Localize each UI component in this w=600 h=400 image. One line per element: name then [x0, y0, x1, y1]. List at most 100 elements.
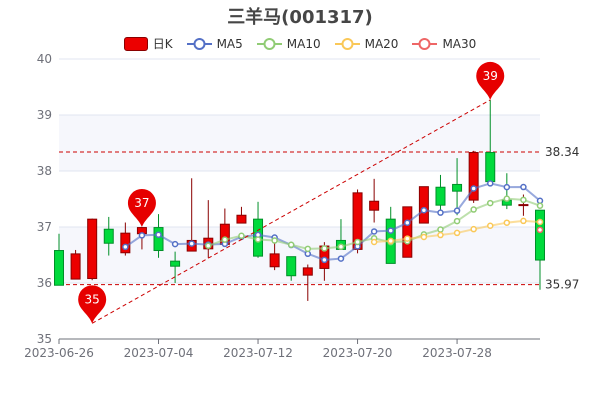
- pin-label: 35: [85, 292, 100, 306]
- candle-body: [418, 186, 429, 224]
- candle: [418, 186, 429, 224]
- legend-item[interactable]: 日K: [123, 35, 173, 52]
- ma-point: [470, 225, 477, 233]
- pin-shape: [78, 285, 107, 324]
- candle: [54, 233, 64, 286]
- ma-point: [271, 237, 278, 244]
- candle-body: [103, 228, 114, 244]
- y-tick-label: 39: [37, 108, 52, 122]
- legend-item[interactable]: MA10: [256, 35, 321, 52]
- ma-point: [420, 233, 428, 241]
- ma-point: [503, 219, 511, 226]
- y-tick-label: 35: [37, 332, 52, 346]
- ma-point: [337, 255, 345, 262]
- legend-item[interactable]: MA20: [334, 35, 399, 52]
- candle: [468, 150, 479, 203]
- ma-point: [188, 240, 195, 247]
- ma-point: [536, 202, 544, 209]
- pin-shape: [476, 61, 505, 100]
- ma-point: [155, 231, 162, 238]
- ma-point: [437, 231, 444, 239]
- candle-legend-icon: [123, 36, 148, 51]
- line-legend-icon: [186, 37, 212, 50]
- ma-point: [370, 228, 378, 235]
- ma-point: [205, 242, 212, 250]
- ma-point: [536, 226, 544, 234]
- ma-point: [437, 209, 444, 216]
- chart-title: 三羊马(001317): [227, 7, 373, 28]
- band: [59, 115, 540, 171]
- line-legend-icon: [334, 37, 360, 50]
- candle-body: [286, 256, 297, 277]
- pin-label: 37: [134, 196, 149, 210]
- y-tick-label: 40: [37, 52, 52, 66]
- ma-point: [138, 232, 146, 239]
- legend-label: 日K: [152, 37, 173, 51]
- ma-point: [486, 199, 494, 207]
- candle-body: [435, 186, 446, 206]
- ma-point: [387, 237, 394, 245]
- mark-point-pin: 37: [127, 188, 156, 227]
- y-tick-label: 37: [37, 220, 52, 234]
- pin-shape: [127, 188, 156, 227]
- ma-point: [321, 245, 328, 252]
- candle: [286, 256, 297, 281]
- candle: [103, 216, 114, 256]
- candle-body: [369, 200, 380, 211]
- candle-body: [535, 209, 545, 261]
- band: [59, 227, 540, 283]
- mark-line-label: 35.97: [545, 278, 579, 292]
- legend-item[interactable]: MA5: [186, 35, 243, 52]
- ma-point: [520, 196, 527, 204]
- x-tick-label: 2023-07-12: [223, 346, 293, 360]
- candle-body: [170, 260, 181, 267]
- legend-label: MA30: [442, 36, 477, 51]
- legend: 日K MA5 MA10 MA20 MA30: [0, 35, 600, 52]
- ma-point: [536, 218, 544, 226]
- y-tick-label: 38: [37, 164, 52, 178]
- ma-point: [520, 217, 527, 225]
- line-legend-icon: [412, 37, 438, 50]
- candle: [501, 173, 512, 210]
- legend-label: MA20: [364, 36, 399, 51]
- ma-point: [122, 243, 129, 251]
- ma-point: [404, 219, 411, 226]
- candle: [369, 178, 380, 223]
- candle-body: [402, 206, 413, 258]
- ma-point: [238, 232, 245, 240]
- trend-line: [91, 99, 491, 324]
- candle: [87, 218, 98, 281]
- x-tick-label: 2023-06-26: [24, 346, 94, 360]
- ma-point: [337, 243, 345, 250]
- ma-point: [321, 256, 328, 264]
- x-tick-label: 2023-07-04: [124, 346, 194, 360]
- candle-body: [452, 183, 463, 192]
- candle-body: [153, 227, 164, 252]
- candle: [402, 206, 413, 258]
- candle-body: [236, 214, 247, 224]
- candle-body: [485, 152, 496, 183]
- candle: [236, 206, 247, 224]
- ma-point: [304, 245, 312, 253]
- x-tick-label: 2023-07-20: [323, 346, 393, 360]
- ma-point: [254, 236, 262, 243]
- y-tick-label: 36: [37, 276, 52, 290]
- candle-body: [518, 204, 529, 207]
- ma-point: [287, 241, 295, 249]
- ma-point: [470, 185, 477, 192]
- mark-point-pin: 39: [476, 61, 505, 100]
- ma-point: [370, 238, 378, 246]
- mark-line-label: 38.34: [545, 145, 579, 159]
- legend-item[interactable]: MA30: [412, 35, 476, 52]
- candle: [70, 249, 81, 280]
- x-tick-label: 2023-07-28: [422, 346, 492, 360]
- ma-point: [503, 195, 511, 202]
- ma-point: [453, 217, 461, 225]
- candle-body: [54, 250, 64, 286]
- candle: [186, 178, 197, 252]
- ma-point: [420, 206, 428, 214]
- ma-point: [437, 226, 444, 233]
- ma-point: [354, 238, 361, 246]
- candle-body: [269, 253, 280, 268]
